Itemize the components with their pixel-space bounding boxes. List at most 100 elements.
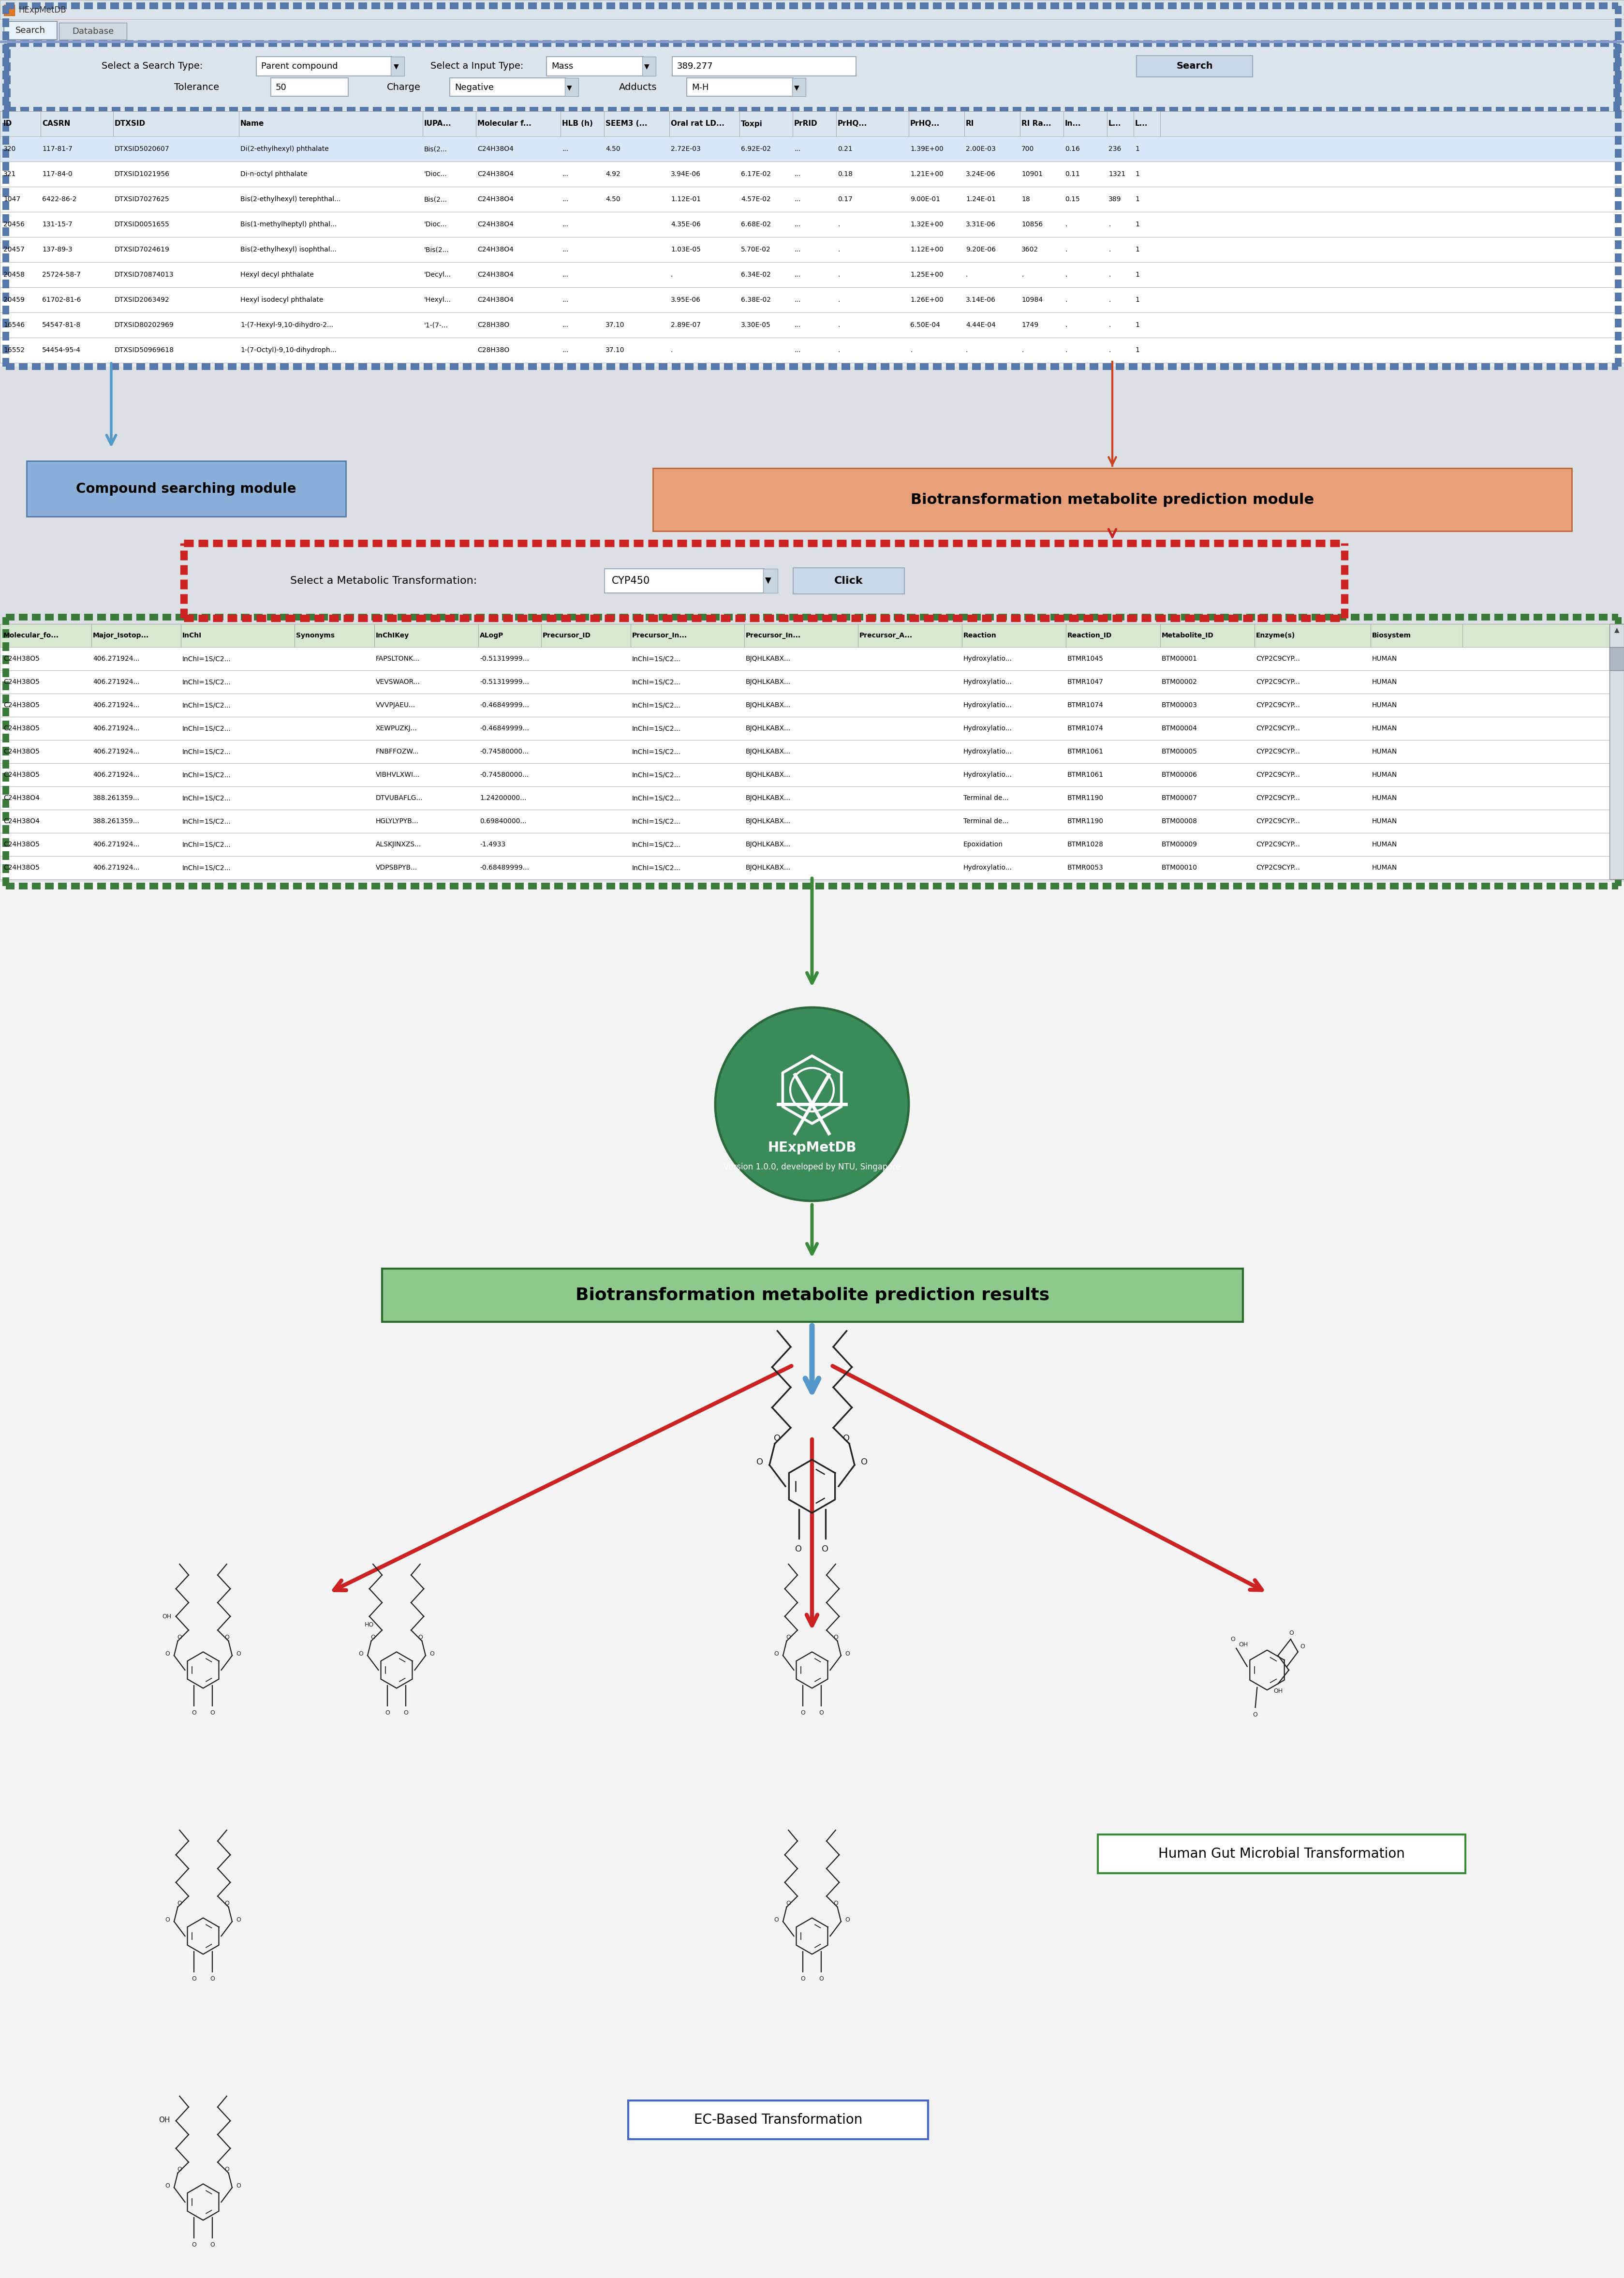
Text: 18: 18 [1021,196,1030,203]
Text: 20458: 20458 [3,271,24,278]
Text: 0.21: 0.21 [838,146,853,153]
Text: Bis(2...: Bis(2... [424,196,447,203]
Bar [0,337,1624,362]
Text: .: . [1065,271,1067,278]
Text: Terminal de...: Terminal de... [963,795,1009,802]
Text: C24H38O4: C24H38O4 [477,146,513,153]
Text: Oral rat LD...: Oral rat LD... [671,121,724,128]
Text: 1.12E+00: 1.12E+00 [909,246,944,253]
Text: 0.16: 0.16 [1065,146,1080,153]
Text: ID: ID [3,121,13,128]
Text: ...: ... [794,196,801,203]
Bar [382,1269,1242,1321]
Text: O: O [1299,1642,1304,1649]
Text: C24H38O5: C24H38O5 [3,841,39,847]
Text: O: O [775,1652,780,1656]
Text: 1.24E-01: 1.24E-01 [966,196,996,203]
Text: BTMR1190: BTMR1190 [1067,795,1104,802]
Text: Synonyms: Synonyms [296,631,335,638]
Text: SEEM3 (...: SEEM3 (... [606,121,648,128]
Text: 37.10: 37.10 [606,346,625,353]
Text: O: O [166,1916,171,1923]
Text: C24H38O5: C24H38O5 [3,679,39,686]
Text: 0.15: 0.15 [1065,196,1080,203]
Text: VIBHVLXWI...: VIBHVLXWI... [375,772,421,779]
Text: 2.00E-03: 2.00E-03 [966,146,996,153]
Text: BTM00001: BTM00001 [1161,656,1197,663]
Text: ▼: ▼ [765,576,771,585]
Text: CYP2C9CYP...: CYP2C9CYP... [1255,863,1299,870]
Text: .: . [909,346,913,353]
Text: 4.50: 4.50 [606,196,620,203]
Text: 389.277: 389.277 [677,62,713,71]
Text: O: O [1252,1711,1257,1718]
Text: Select a Search Type:: Select a Search Type: [102,62,203,71]
Text: Reaction: Reaction [963,631,997,638]
Text: .: . [838,346,840,353]
Text: DTXSID2063492: DTXSID2063492 [115,296,169,303]
Text: Bis(2...: Bis(2... [424,146,447,153]
Text: O: O [818,1711,823,1715]
Text: BTMR1061: BTMR1061 [1067,747,1104,754]
Bar [0,212,1624,237]
Text: ▼: ▼ [567,84,572,91]
Text: -0.51319999...: -0.51319999... [479,679,529,686]
Text: InChI=1S/C2...: InChI=1S/C2... [632,772,680,779]
Text: 6.38E-02: 6.38E-02 [741,296,771,303]
Text: InChI=1S/C2...: InChI=1S/C2... [632,679,680,686]
Text: HExpMetDB: HExpMetDB [18,7,67,14]
Text: 389: 389 [1109,196,1121,203]
Text: DTVUBAFLG...: DTVUBAFLG... [375,795,422,802]
Text: 20457: 20457 [3,246,24,253]
Text: O: O [359,1652,364,1656]
Text: Select a Metabolic Transformation:: Select a Metabolic Transformation: [291,576,477,585]
Bar [672,57,856,75]
Text: 4.50: 4.50 [606,146,620,153]
Bar [0,112,1624,137]
Bar [0,0,1624,487]
Text: .: . [671,346,672,353]
Bar [565,77,578,96]
Text: DTXSID7027625: DTXSID7027625 [115,196,169,203]
Text: DTXSID80202969: DTXSID80202969 [115,321,174,328]
Text: InChI=1S/C2...: InChI=1S/C2... [632,747,680,754]
Text: In...: In... [1065,121,1082,128]
Text: BJQHLKABX...: BJQHLKABX... [745,702,791,708]
Text: O: O [385,1711,390,1715]
Bar [0,21,1624,41]
Text: .: . [838,296,840,303]
Bar [58,23,127,39]
Bar [3,21,57,39]
Text: 'Bis(2...: 'Bis(2... [424,246,450,253]
Text: 1321: 1321 [1109,171,1125,178]
Bar [0,670,1624,693]
Text: ALogP: ALogP [479,631,503,638]
Text: O: O [786,1633,791,1640]
Text: BTM00005: BTM00005 [1161,747,1197,754]
Text: Hexyl isodecyl phthalate: Hexyl isodecyl phthalate [240,296,323,303]
Text: O: O [166,1652,171,1656]
Bar [0,786,1624,809]
Text: DTXSID50969618: DTXSID50969618 [115,346,174,353]
Text: .: . [671,271,672,278]
Text: O: O [235,1916,240,1923]
Text: 54454-95-4: 54454-95-4 [42,346,81,353]
Text: ▼: ▼ [794,84,799,91]
Text: PrRID: PrRID [794,121,817,128]
Text: BTM00002: BTM00002 [1161,679,1197,686]
Text: 1: 1 [1135,271,1140,278]
Text: Search: Search [1176,62,1213,71]
Text: HUMAN: HUMAN [1372,702,1397,708]
Text: HUMAN: HUMAN [1372,841,1397,847]
Text: BJQHLKABX...: BJQHLKABX... [745,747,791,754]
Text: 406.271924...: 406.271924... [93,841,140,847]
Text: C24H38O5: C24H38O5 [3,702,39,708]
Text: .: . [1109,246,1111,253]
Text: -0.51319999...: -0.51319999... [479,656,529,663]
Bar [0,624,1624,647]
Text: 1.39E+00: 1.39E+00 [909,146,944,153]
Text: .: . [1109,221,1111,228]
Text: Negative: Negative [455,84,494,91]
Text: 4.92: 4.92 [606,171,620,178]
Text: BTMR1074: BTMR1074 [1067,702,1104,708]
